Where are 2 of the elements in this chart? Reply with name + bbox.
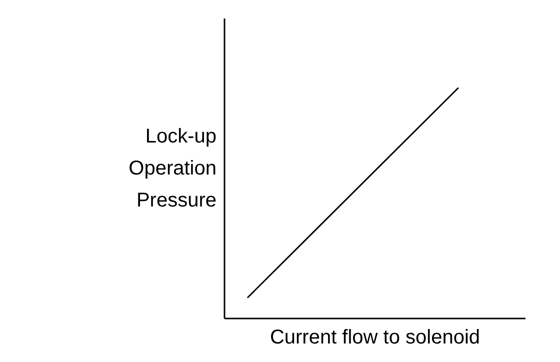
y-axis-title: Lock-up Operation Pressure (128, 126, 217, 212)
x-axis-title: Current flow to solenoid (270, 326, 480, 348)
